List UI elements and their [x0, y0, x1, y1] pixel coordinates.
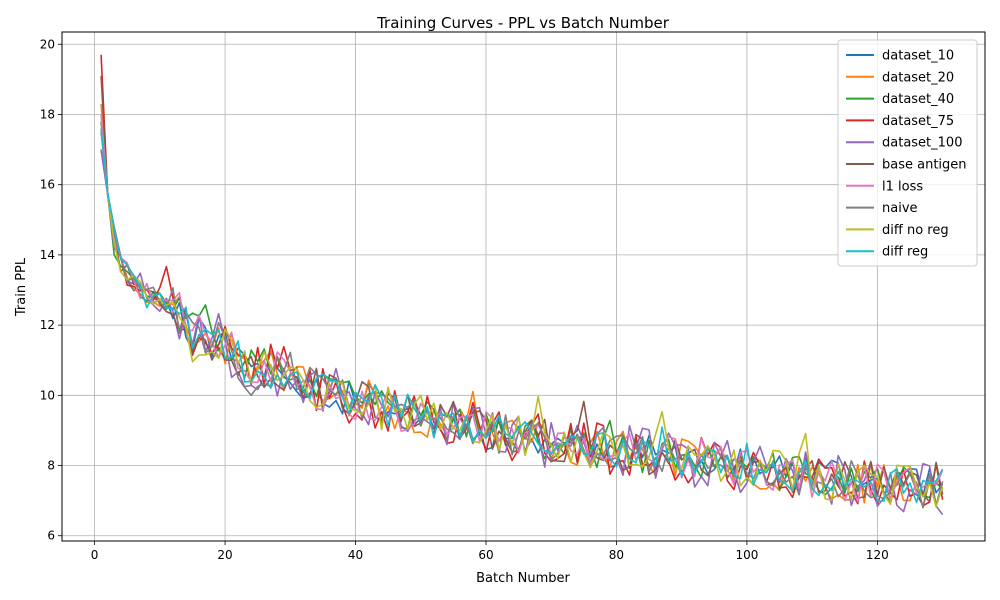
x-tick-label: 100 [735, 548, 758, 562]
legend-label: dataset_40 [882, 92, 954, 107]
x-tick-label: 80 [609, 548, 624, 562]
series-lines [100, 54, 944, 516]
y-tick-label: 6 [47, 529, 55, 543]
x-tick-label: 40 [348, 548, 363, 562]
legend-label: diff reg [882, 245, 928, 260]
x-axis-label: Batch Number [476, 571, 570, 586]
y-tick-label: 14 [40, 248, 55, 262]
plot-frame [61, 31, 986, 542]
legend-box [837, 39, 978, 267]
series-line [100, 114, 944, 503]
y-tick-label: 16 [40, 178, 55, 192]
legend-label: dataset_75 [882, 114, 954, 129]
y-tick-label: 8 [47, 459, 55, 473]
legend-label: dataset_10 [882, 49, 954, 64]
series-line [100, 128, 944, 504]
grid [62, 32, 985, 541]
legend-label: dataset_100 [882, 136, 962, 151]
legend-label: l1 loss [882, 179, 923, 194]
legend-label: diff no reg [882, 223, 949, 238]
y-tick-label: 12 [40, 318, 55, 332]
x-tick-label: 120 [866, 548, 889, 562]
y-axis-label: Train PPL [14, 257, 29, 317]
x-tick-label: 0 [91, 548, 99, 562]
y-tick-label: 18 [40, 107, 55, 121]
legend-label: naive [882, 201, 918, 216]
legend-label: dataset_20 [882, 70, 954, 85]
x-tick-label: 60 [478, 548, 493, 562]
x-tick-label: 20 [217, 548, 232, 562]
chart-title: Training Curves - PPL vs Batch Number [376, 14, 670, 32]
x-axis: 0 20 40 60 80 100 120 [91, 541, 889, 562]
legend-label: base antigen [882, 158, 967, 173]
y-tick-label: 20 [40, 37, 55, 51]
legend: dataset_10 dataset_20 dataset_40 dataset_75… [837, 39, 978, 267]
y-tick-label: 10 [40, 388, 55, 402]
y-axis: 6 8 10 12 14 16 18 20 [40, 37, 62, 543]
